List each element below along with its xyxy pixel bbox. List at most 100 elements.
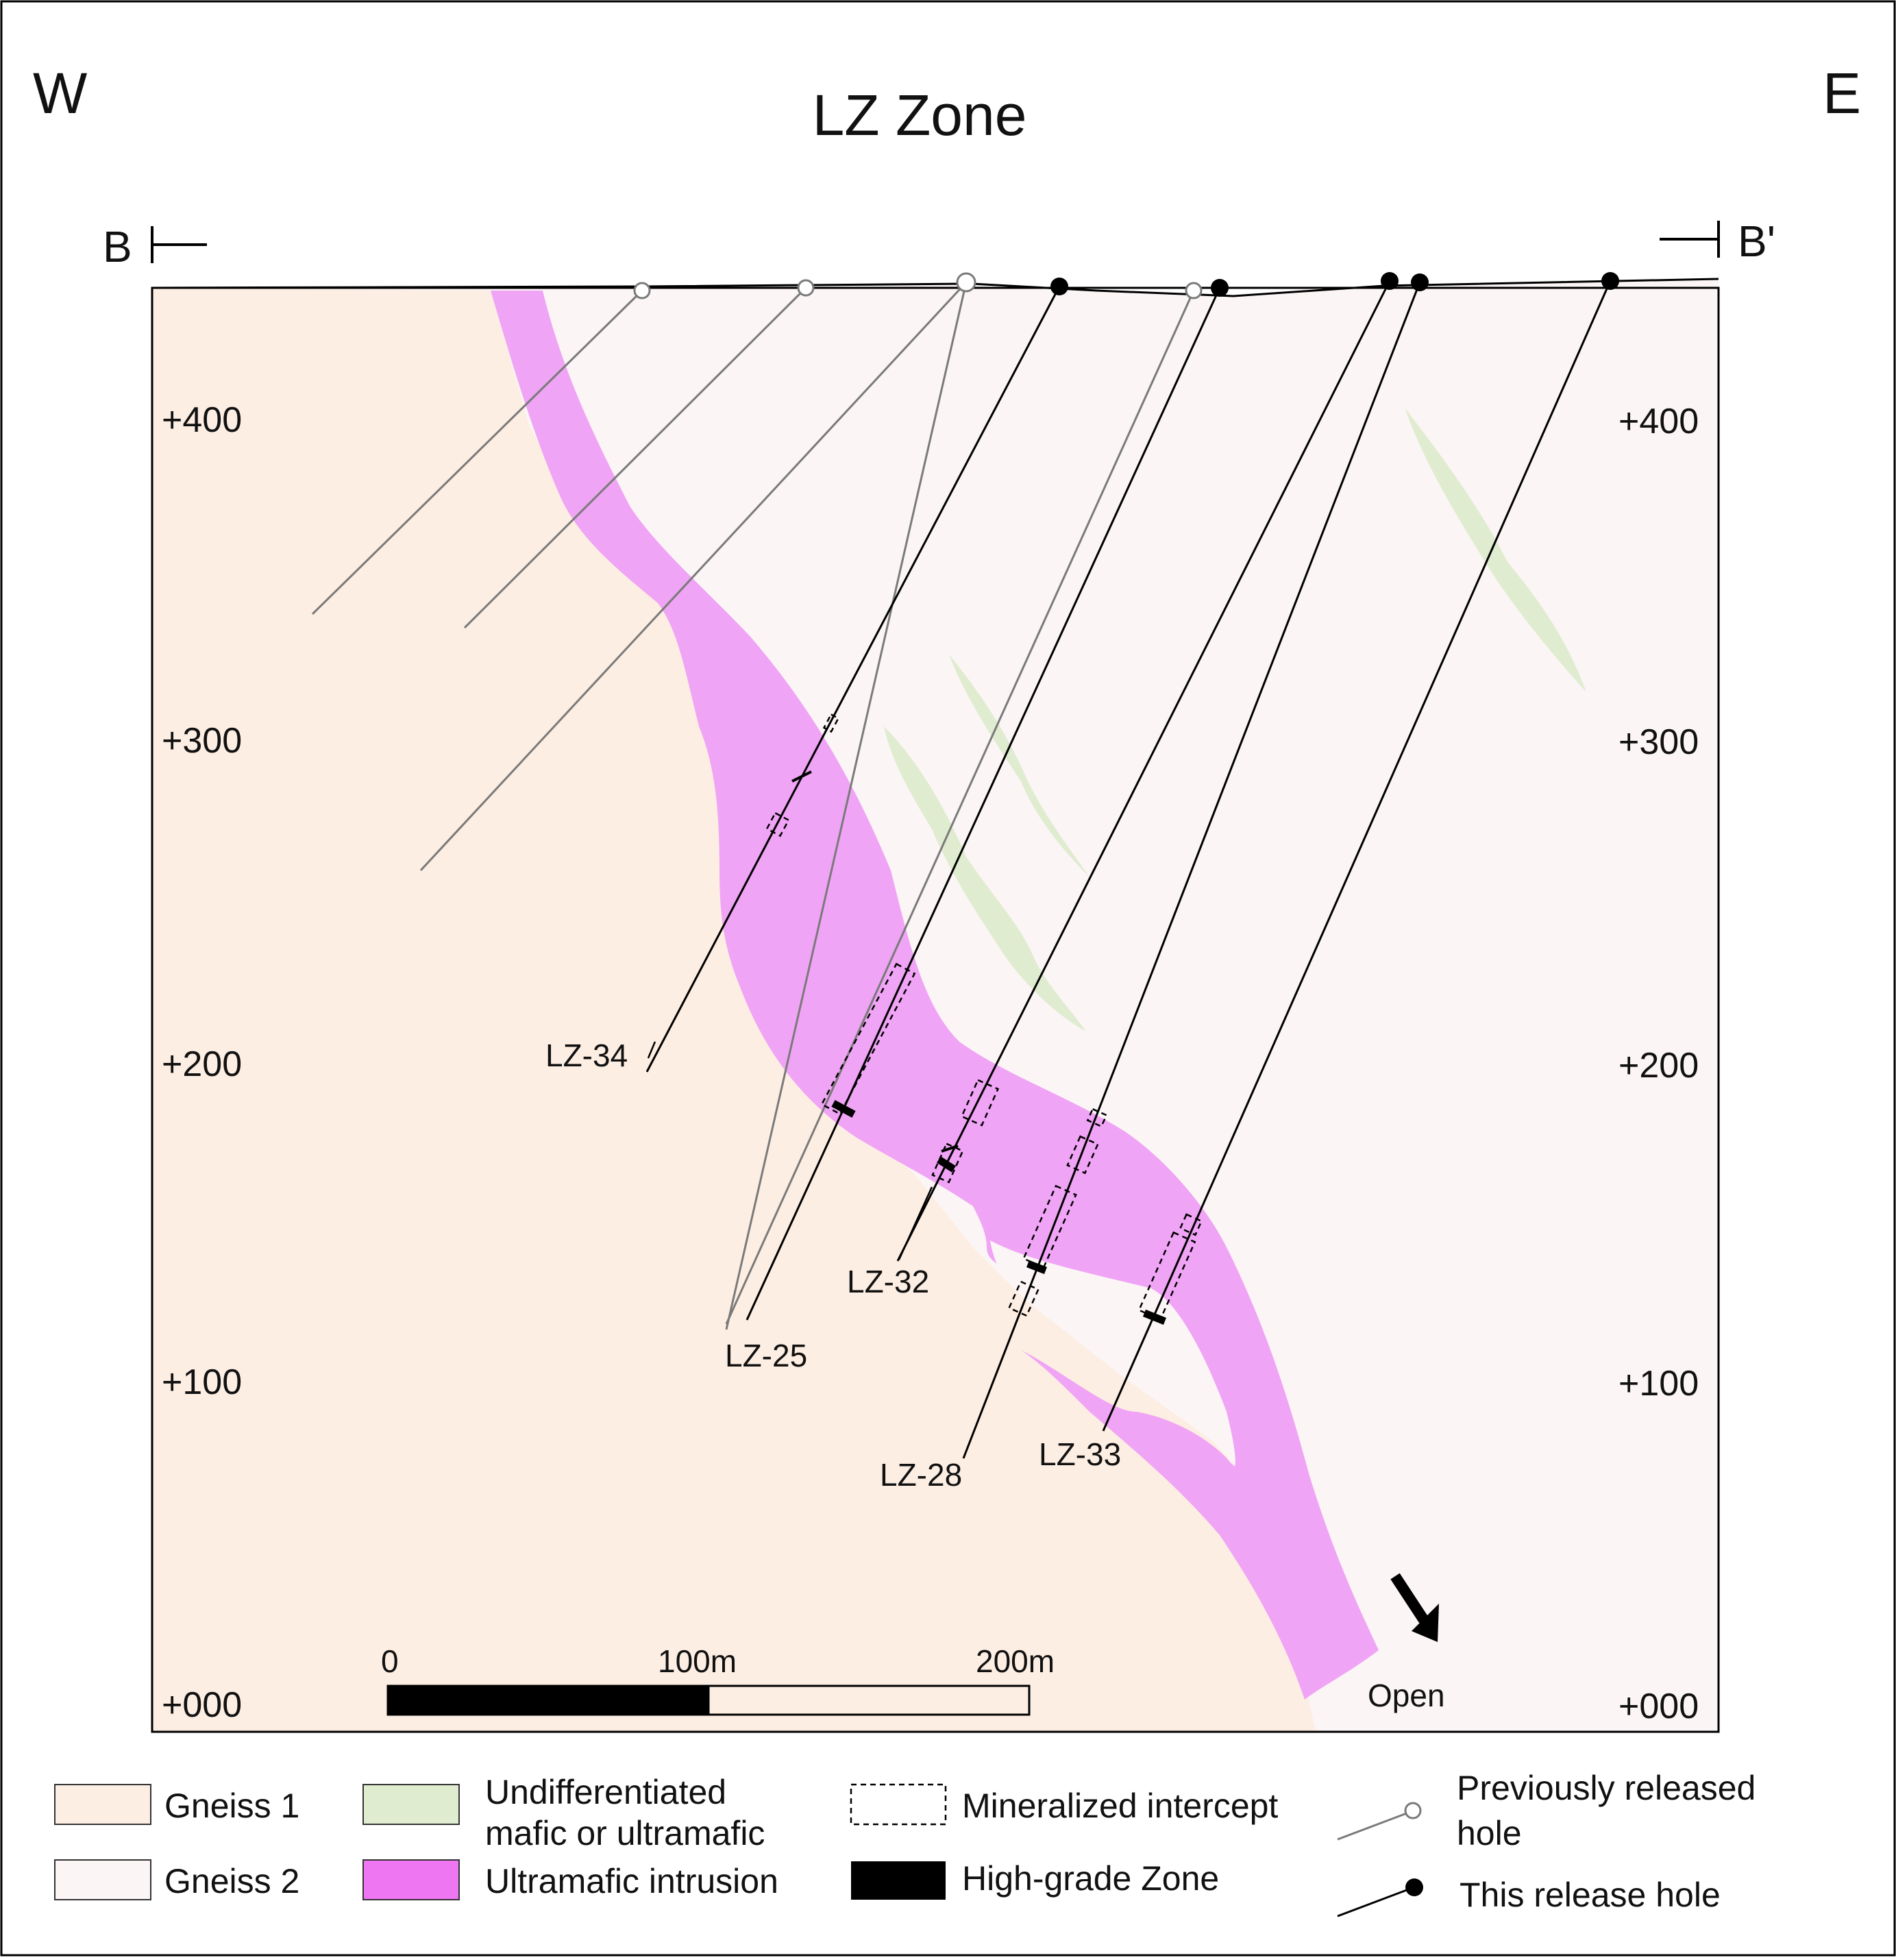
elevation-label: +200	[1618, 1046, 1699, 1086]
geology-section	[151, 278, 1720, 1733]
open-arrow	[1390, 1573, 1439, 1642]
high-grade-zone	[1026, 1260, 1047, 1275]
ultramafic-lower-split	[990, 1240, 1235, 1467]
section-marker-start: B	[103, 222, 207, 271]
west-label: W	[33, 61, 87, 125]
legend-label-mineralized: Mineralized intercept	[962, 1787, 1278, 1825]
section-end-label: B'	[1738, 217, 1775, 266]
legend-previous-hole-line	[1337, 1811, 1411, 1841]
legend-release-hole-icon	[1405, 1878, 1423, 1896]
mafic-lens-2	[949, 654, 1089, 877]
legend-label-mafic-line1: Undifferentiated	[485, 1773, 726, 1811]
hole-trace-lz33	[1102, 280, 1612, 1432]
hole-label-lz28: LZ-28	[880, 1457, 962, 1493]
high-grade-zone	[831, 1100, 856, 1118]
open-label: Open	[1368, 1678, 1445, 1713]
legend-swatch-mafic	[362, 1784, 460, 1825]
label-leader	[647, 1041, 656, 1059]
label-leader	[898, 1186, 933, 1260]
legend-swatch-gneiss-1	[54, 1784, 151, 1825]
legend-label-gneiss-2: Gneiss 2	[164, 1862, 299, 1900]
hole-label-lz33: LZ-33	[1039, 1436, 1121, 1472]
legend-previous-hole-icon	[1404, 1802, 1422, 1820]
high-grade-zones	[831, 1100, 1167, 1325]
hole-labels: LZ-34 LZ-25 LZ-32 LZ-28 LZ-33	[545, 1038, 1121, 1493]
mafic-lens-3	[884, 726, 1086, 1031]
scale-bar: 0 100m 200m	[381, 1643, 1055, 1716]
legend-label-previous-line1: Previously released	[1457, 1769, 1756, 1807]
legend-swatch-ultramafic	[362, 1859, 460, 1900]
legend-swatch-high-grade	[851, 1861, 946, 1900]
previous-hole-trace	[725, 290, 1195, 1325]
hole-trace-lz25	[746, 287, 1221, 1321]
previous-hole-collar	[797, 279, 815, 297]
elevation-label: +400	[162, 400, 242, 440]
elevation-label: +000	[162, 1685, 242, 1725]
section-marker-end: B'	[1660, 217, 1775, 266]
release-hole-collar	[1050, 278, 1068, 295]
ultramafic-intrusion	[491, 291, 1379, 1700]
mineralized-intercept	[960, 1079, 1000, 1127]
hole-tick	[791, 770, 812, 783]
hole-trace-lz28	[962, 282, 1421, 1459]
elevation-label: +000	[1618, 1687, 1699, 1726]
previous-hole-trace	[311, 289, 643, 615]
hole-ticks	[791, 770, 959, 1153]
hole-label-lz32: LZ-32	[847, 1264, 929, 1299]
legend: Gneiss 1 Gneiss 2 Undifferentiated mafic…	[54, 1769, 1756, 1918]
figure-title: LZ Zone	[813, 83, 1027, 147]
legend-label-gneiss-1: Gneiss 1	[164, 1787, 299, 1825]
release-holes	[645, 280, 1612, 1459]
release-hole-collar	[1381, 272, 1399, 290]
scale-bar-black	[386, 1685, 710, 1716]
mineralized-intercept	[1022, 1184, 1077, 1269]
elevation-label: +300	[162, 721, 242, 761]
elevation-label: +200	[162, 1044, 242, 1084]
previous-hole-collar	[633, 282, 651, 299]
previous-hole-trace	[725, 282, 968, 1330]
mineralized-intercept	[1008, 1280, 1039, 1317]
legend-swatch-gneiss-2	[54, 1859, 151, 1900]
section-frame	[151, 286, 1720, 1733]
east-label: E	[1823, 61, 1861, 125]
elevation-labels-right: +400 +300 +200 +100 +000	[1618, 402, 1699, 1726]
scale-label-mid: 100m	[658, 1643, 737, 1679]
elevation-label: +100	[1618, 1364, 1699, 1404]
previous-hole-trace	[419, 281, 968, 872]
legend-release-hole-line	[1337, 1887, 1411, 1918]
high-grade-zone	[937, 1156, 956, 1173]
gneiss-1-unit	[152, 288, 1316, 1732]
legend-label-release-hole: This release hole	[1460, 1876, 1721, 1914]
mineralized-intercept	[822, 713, 840, 733]
legend-label-mafic-line2: mafic or ultramafic	[485, 1814, 765, 1852]
mineralized-intercept	[1066, 1135, 1099, 1175]
release-hole-collar	[1211, 279, 1229, 297]
section-start-label: B	[103, 222, 132, 271]
hole-label-lz34: LZ-34	[545, 1038, 628, 1073]
mineralized-intercept	[1179, 1213, 1203, 1236]
scale-label-zero: 0	[381, 1643, 399, 1679]
legend-label-previous-line2: hole	[1457, 1814, 1522, 1852]
release-hole-collar	[1411, 273, 1429, 291]
mineralized-intercept	[820, 962, 916, 1116]
release-hole-collars	[1050, 272, 1619, 297]
previous-hole-collar	[956, 272, 976, 293]
hole-trace-lz34	[645, 286, 1061, 1073]
high-grade-zone	[1142, 1309, 1167, 1325]
legend-label-ultramafic: Ultramafic intrusion	[485, 1862, 778, 1900]
mineralized-intercept	[1086, 1107, 1108, 1128]
hole-tick	[941, 1144, 959, 1153]
elevation-labels-left: +400 +300 +200 +100 +000	[162, 400, 242, 1725]
elevation-label: +100	[162, 1362, 242, 1402]
scale-label-end: 200m	[976, 1643, 1055, 1679]
mineralized-intercept	[765, 811, 790, 837]
scale-bar-white	[707, 1685, 1031, 1716]
elevation-label: +400	[1618, 402, 1699, 441]
release-hole-collar	[1601, 272, 1619, 290]
legend-label-high-grade: High-grade Zone	[962, 1859, 1219, 1898]
hole-label-lz25: LZ-25	[725, 1338, 807, 1373]
previous-hole-collar	[1185, 282, 1203, 299]
previous-hole-trace	[463, 286, 807, 629]
mafic-lens-1	[1405, 408, 1586, 692]
